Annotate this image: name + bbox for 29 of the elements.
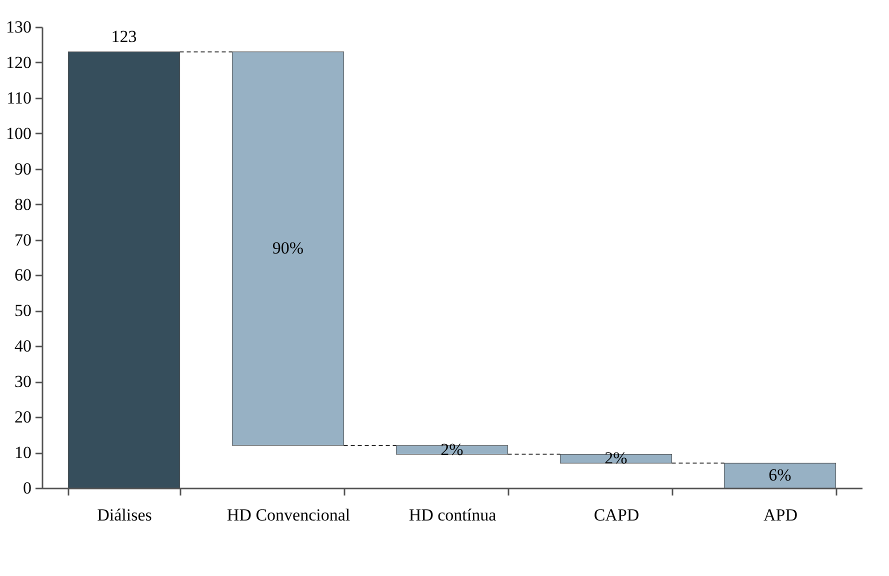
- annotation: 2%: [440, 440, 464, 459]
- y-tick-label: 110: [6, 88, 32, 108]
- y-tick-label: 0: [23, 478, 32, 498]
- bar: [68, 52, 180, 488]
- x-tick-label: APD: [763, 506, 798, 524]
- y-tick-label: 100: [6, 124, 32, 143]
- y-tick-label: 120: [6, 52, 32, 72]
- y-tick-label: 130: [6, 18, 32, 36]
- y-tick-label: 70: [14, 230, 32, 250]
- x-tick-label: CAPD: [594, 506, 640, 524]
- y-tick-label: 40: [14, 336, 32, 356]
- y-tick-label: 80: [14, 194, 32, 214]
- x-tick-label: HD Convencional: [226, 506, 350, 524]
- bar: [232, 52, 344, 446]
- data-label: 123: [111, 26, 137, 46]
- annotation: 6%: [768, 466, 792, 485]
- y-tick-label: 90: [14, 159, 32, 178]
- y-tick-label: 60: [14, 266, 32, 285]
- y-tick-label: 20: [14, 408, 32, 427]
- x-tick-label: HD contínua: [408, 506, 497, 524]
- bar: [396, 445, 508, 455]
- y-tick-label: 10: [14, 443, 32, 462]
- y-tick-label: 50: [14, 301, 32, 320]
- bar: [560, 454, 672, 464]
- annotation: 2%: [604, 448, 628, 468]
- bar: [724, 462, 836, 488]
- x-tick-label: Diálises: [97, 506, 152, 524]
- y-tick-label: 30: [14, 372, 32, 392]
- annotation: 90%: [272, 238, 304, 258]
